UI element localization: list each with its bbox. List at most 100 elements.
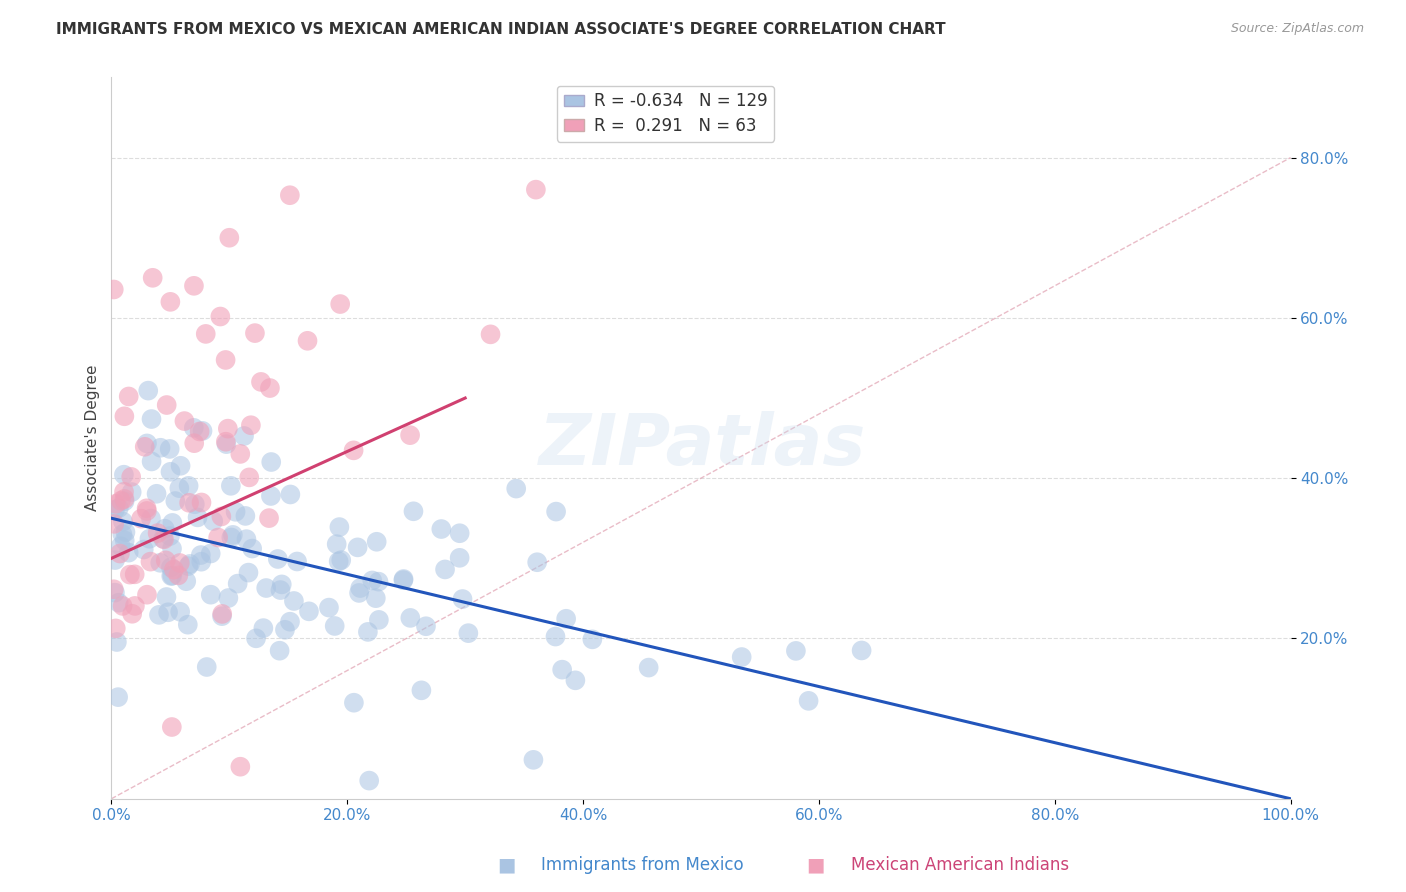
Point: [156, 398, 179, 412]
Point: [160, 560, 183, 574]
Point: [149, 556, 172, 570]
Point: [544, 630, 567, 644]
Point: [226, 576, 249, 591]
Point: [114, 525, 136, 540]
Point: [162, 516, 184, 530]
Point: [159, 294, 181, 309]
Point: [367, 613, 389, 627]
Point: [297, 334, 319, 348]
Point: [278, 188, 301, 202]
Point: [546, 505, 568, 519]
Point: [105, 635, 128, 649]
Point: [254, 581, 277, 595]
Point: [138, 532, 160, 546]
Point: [103, 516, 125, 531]
Point: [239, 418, 262, 433]
Point: [110, 493, 132, 508]
Point: [219, 479, 242, 493]
Point: [139, 511, 162, 525]
Point: [149, 441, 172, 455]
Point: [318, 600, 340, 615]
Point: [111, 527, 134, 541]
Point: [361, 574, 384, 588]
Point: [155, 553, 177, 567]
Point: [564, 673, 586, 688]
Point: [218, 231, 240, 245]
Point: [118, 546, 141, 560]
Point: [177, 559, 200, 574]
Text: ZIPatlas: ZIPatlas: [540, 411, 866, 481]
Point: [411, 683, 433, 698]
Point: [187, 510, 209, 524]
Point: [191, 424, 214, 438]
Point: [121, 485, 143, 500]
Point: [183, 436, 205, 450]
Point: [238, 566, 260, 580]
Point: [785, 644, 807, 658]
Point: [243, 326, 266, 340]
Point: [190, 548, 212, 562]
Point: [159, 442, 181, 456]
Point: [107, 690, 129, 705]
Point: [364, 591, 387, 606]
Point: [269, 583, 291, 598]
Point: [174, 574, 197, 589]
Point: [114, 494, 136, 508]
Point: [392, 573, 415, 587]
Point: [399, 611, 422, 625]
Point: [195, 660, 218, 674]
Point: [114, 533, 136, 548]
Point: [526, 555, 548, 569]
Point: [167, 568, 190, 582]
Text: ■: ■: [496, 855, 516, 875]
Point: [111, 599, 134, 613]
Point: [392, 572, 415, 586]
Point: [110, 539, 132, 553]
Point: [278, 615, 301, 629]
Point: [366, 534, 388, 549]
Point: [112, 467, 135, 482]
Text: IMMIGRANTS FROM MEXICO VS MEXICAN AMERICAN INDIAN ASSOCIATE'S DEGREE CORRELATION: IMMIGRANTS FROM MEXICO VS MEXICAN AMERIC…: [56, 22, 946, 37]
Point: [221, 531, 243, 545]
Point: [211, 609, 233, 624]
Point: [551, 663, 574, 677]
Point: [173, 414, 195, 428]
Point: [146, 526, 169, 541]
Point: [169, 481, 191, 495]
Point: [581, 632, 603, 647]
Point: [229, 447, 252, 461]
Point: [349, 581, 371, 595]
Point: [103, 582, 125, 597]
Point: [194, 326, 217, 341]
Point: [238, 470, 260, 484]
Point: [177, 479, 200, 493]
Point: [522, 753, 544, 767]
Point: [399, 428, 422, 442]
Point: [136, 436, 159, 450]
Point: [270, 577, 292, 591]
Point: [323, 619, 346, 633]
Point: [190, 495, 212, 509]
Point: [524, 183, 547, 197]
Point: [160, 541, 183, 556]
Point: [108, 501, 131, 516]
Point: [190, 555, 212, 569]
Point: [330, 553, 353, 567]
Point: [111, 515, 134, 529]
Point: [200, 547, 222, 561]
Point: [200, 588, 222, 602]
Point: [153, 533, 176, 547]
Point: [260, 455, 283, 469]
Point: [434, 562, 457, 576]
Point: [215, 434, 238, 449]
Point: [797, 694, 820, 708]
Point: [179, 496, 201, 510]
Point: [169, 556, 191, 570]
Point: [637, 660, 659, 674]
Point: [252, 621, 274, 635]
Point: [457, 626, 479, 640]
Point: [104, 585, 127, 599]
Point: [285, 554, 308, 568]
Text: Immigrants from Mexico: Immigrants from Mexico: [541, 856, 744, 874]
Point: [202, 514, 225, 528]
